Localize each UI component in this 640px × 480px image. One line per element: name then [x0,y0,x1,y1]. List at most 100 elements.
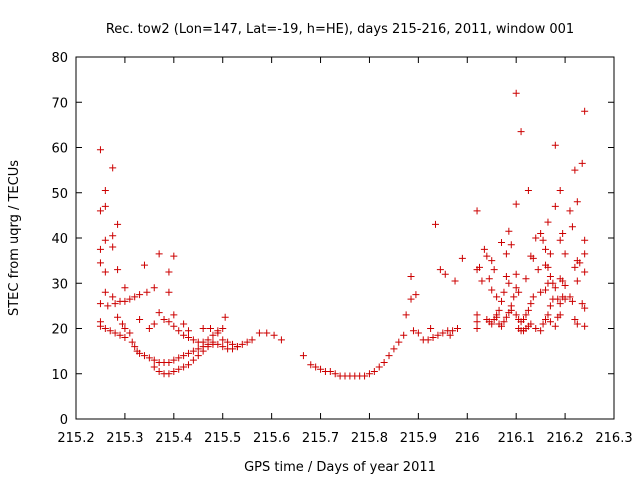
data-point [473,318,481,326]
data-point [561,282,569,290]
data-point [131,293,139,301]
data-point [326,367,334,375]
data-point [493,313,501,321]
x-axis-ticks: 215.2 215.3 215.4 215.5 215.6 215.7 215.8 215.9… [57,57,633,446]
data-point [532,234,540,242]
data-point [402,311,410,319]
data-point [581,304,589,312]
y-tick-label: 40 [51,232,68,247]
data-point [559,277,567,285]
data-point [189,336,197,344]
data-point [184,361,192,369]
data-point [480,245,488,253]
data-point [441,270,449,278]
data-point [578,159,586,167]
data-point [184,327,192,335]
data-point [407,272,415,280]
data-point [150,363,158,371]
data-point [109,293,117,301]
data-point [431,220,439,228]
data-point [524,186,532,194]
data-point [449,327,457,335]
data-point [170,367,178,375]
data-point [104,302,112,310]
data-point [121,297,129,305]
data-point [170,322,178,330]
data-point [165,358,173,366]
data-point [512,200,520,208]
x-axis-label: GPS time / Days of year 2011 [244,460,436,475]
y-tick-label: 60 [51,142,68,157]
data-point [527,300,535,308]
data-point [500,288,508,296]
x-tick-label: 215.4 [155,431,192,446]
data-point [255,329,263,337]
data-point [109,164,117,172]
data-point [121,325,129,332]
data-point [101,236,109,244]
y-tick-label: 50 [51,187,68,202]
data-point [439,329,447,337]
data-point [155,250,163,258]
data-point [101,325,109,332]
data-point [573,320,581,328]
y-tick-label: 70 [51,96,68,111]
x-tick-label: 216.1 [498,431,535,446]
data-point [434,331,442,339]
data-point [512,270,520,278]
data-point [143,288,151,296]
data-point [299,352,307,360]
y-tick-label: 0 [60,413,68,428]
data-point [175,365,183,373]
data-point [542,245,550,253]
data-point [145,325,153,332]
data-point [165,370,173,378]
data-point [529,293,537,301]
data-point [277,336,285,344]
data-point [114,266,122,274]
data-point [194,352,202,360]
data-point [502,313,510,321]
data-point [534,266,542,274]
data-point [395,338,403,346]
data-point [194,345,202,353]
data-point [184,334,192,342]
data-point [375,363,383,371]
data-point [498,322,506,330]
data-point [424,336,432,344]
data-point [121,284,129,292]
data-point [551,141,559,149]
data-point [140,261,148,269]
data-point [451,277,459,285]
data-point [165,288,173,296]
data-point [160,315,168,323]
data-point [189,356,197,364]
data-point [571,315,579,323]
data-point [478,277,486,285]
data-point [106,327,114,335]
data-point [111,329,119,337]
data-point [365,370,373,378]
data-point [155,367,163,375]
y-tick-label: 80 [51,51,68,66]
data-point [561,250,569,258]
data-point [473,311,481,319]
data-point [243,338,251,346]
data-point [581,268,589,276]
x-tick-label: 215.2 [57,431,94,446]
data-point [573,277,581,285]
y-tick-label: 10 [51,368,68,383]
data-point [427,325,435,332]
y-axis-ticks: 0 10 20 30 40 50 60 70 80 [51,51,614,428]
data-point [385,352,393,360]
data-point [546,272,554,280]
data-point [128,338,136,346]
data-point [568,297,576,305]
data-point [209,331,217,339]
data-point [233,343,241,351]
data-point [131,343,139,351]
data-point [150,356,158,364]
data-point [101,186,109,194]
data-point [140,352,148,360]
data-point [476,263,483,271]
